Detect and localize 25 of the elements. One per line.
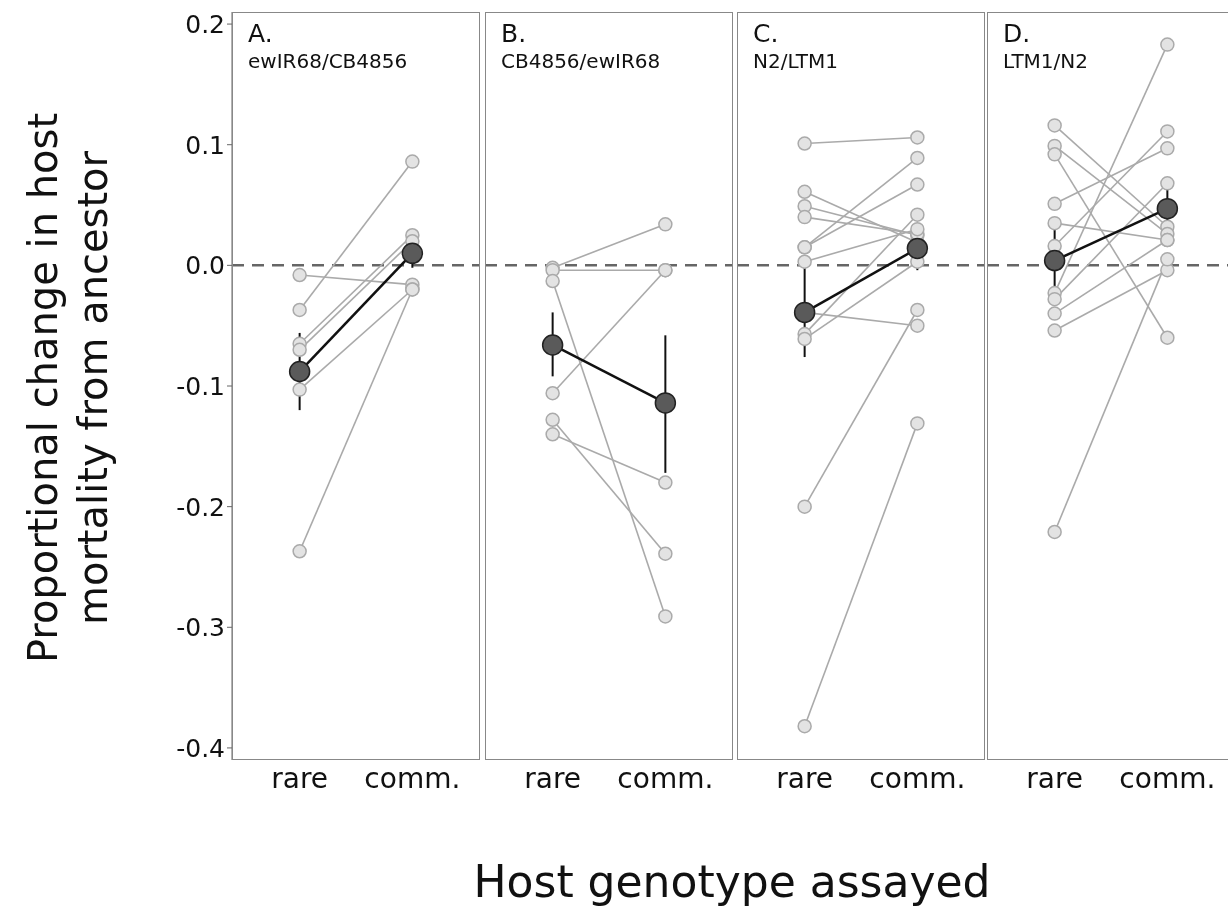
chart-title: D.	[1003, 19, 1032, 48]
y-tick-label: -0.3	[176, 613, 225, 643]
y-tick-label: 0.0	[185, 251, 225, 281]
x-tick-label: comm.	[869, 761, 966, 795]
chart-title: A.	[248, 19, 274, 48]
y-tick-label: -0.4	[176, 733, 225, 763]
x-axis-title: Host genotype assayed	[472, 856, 992, 907]
y-tick-label: -0.1	[176, 371, 225, 401]
x-tick-label: comm.	[364, 761, 461, 795]
chart-title: C.	[753, 19, 780, 48]
chart-title: B.	[501, 19, 528, 48]
y-tick-label: 0.2	[185, 9, 225, 39]
y-axis-title: Proportional change in host mortality from ancestor	[19, 111, 117, 666]
text: ewIR68/CB4856	[248, 48, 408, 74]
x-tick-label: rare	[271, 761, 329, 795]
x-tick-label: rare	[524, 761, 582, 795]
x-tick-label: comm.	[617, 761, 714, 795]
text: CB4856/ewIR68	[501, 48, 661, 74]
x-tick-label: rare	[776, 761, 834, 795]
text: LTM1/N2	[1003, 48, 1089, 74]
x-tick-label: rare	[1026, 761, 1084, 795]
x-tick-label: comm.	[1119, 761, 1216, 795]
y-tick-label: 0.1	[185, 130, 225, 160]
text: N2/LTM1	[753, 48, 839, 74]
y-tick-label: -0.2	[176, 492, 225, 522]
